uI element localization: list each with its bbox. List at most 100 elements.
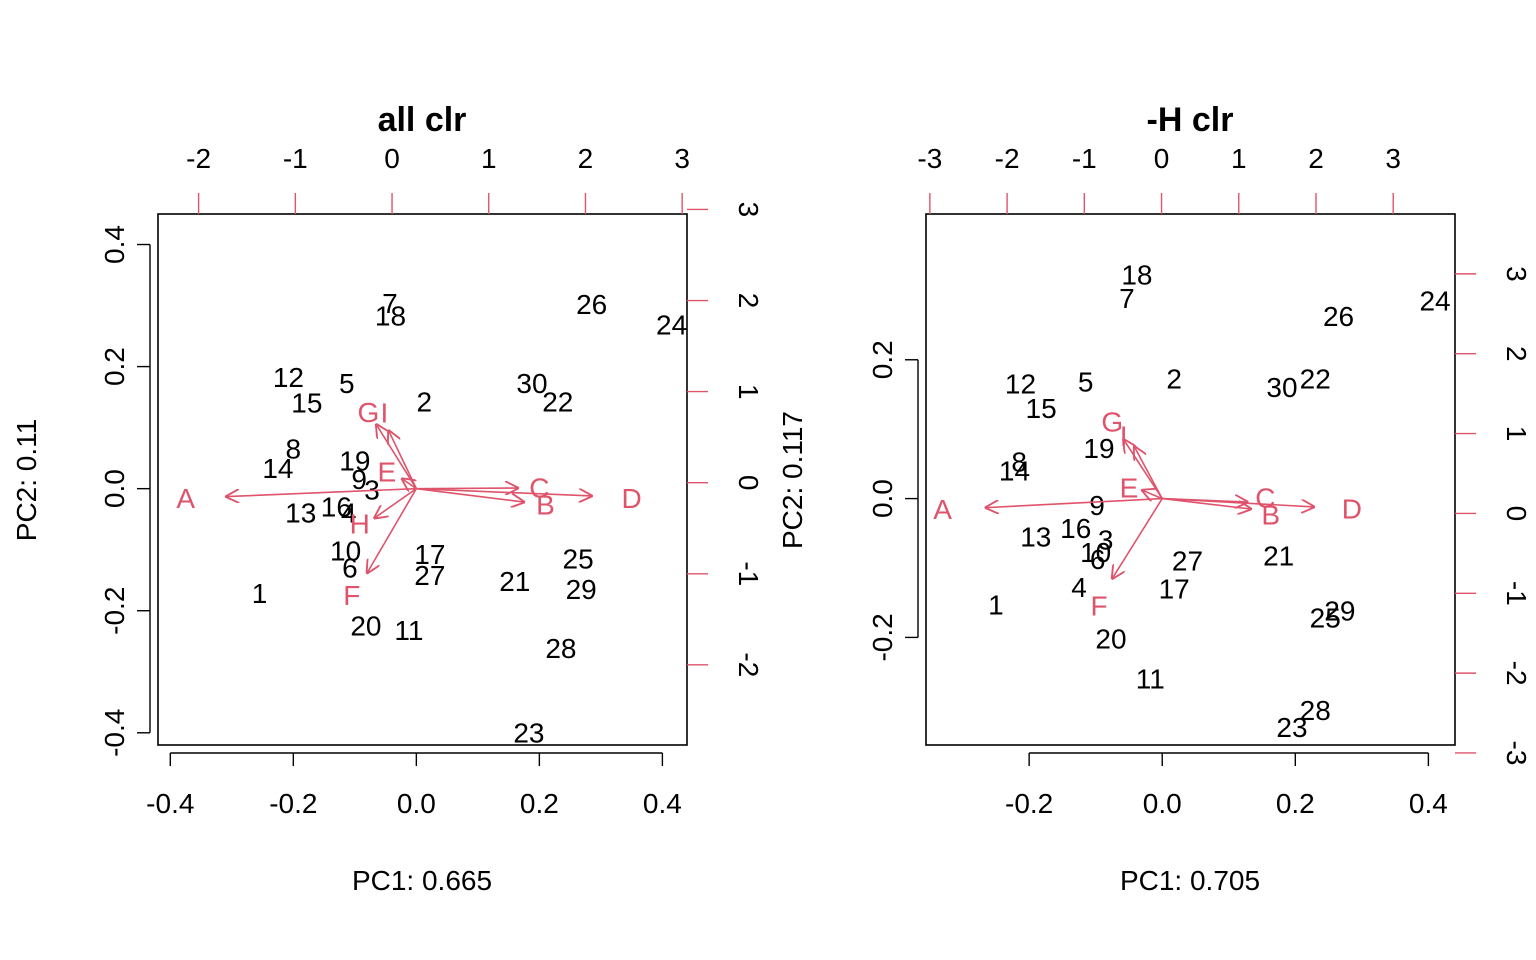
observation-label: 22: [1300, 364, 1331, 395]
loading-arrow: [375, 487, 417, 518]
plot-frame: [157, 213, 688, 746]
observation-label: 7: [1119, 283, 1135, 314]
observation-label: 3: [1098, 525, 1114, 556]
variable-label: C: [1255, 482, 1275, 513]
loading-arrow: [416, 488, 517, 489]
top-tick-label: 1: [1231, 143, 1247, 174]
right-tick-label: 2: [1501, 346, 1532, 362]
top-tick-label: -1: [1072, 143, 1097, 174]
observation-label: 11: [1136, 664, 1165, 695]
observation-label: 11: [394, 615, 423, 646]
y-tick-label: 0.2: [867, 340, 898, 379]
top-tick-label: -2: [995, 143, 1020, 174]
observation-label: 5: [339, 368, 355, 399]
observation-label: 20: [1095, 623, 1126, 654]
top-tick-label: -2: [186, 143, 211, 174]
observation-label: 5: [1078, 366, 1094, 397]
right-tick-label: 2: [733, 293, 764, 309]
x-tick-label: 0.4: [643, 788, 682, 819]
top-tick-label: 0: [1154, 143, 1170, 174]
observation-label: 30: [516, 368, 547, 399]
y-tick-label: 0.2: [99, 347, 130, 386]
observation-label: 26: [576, 289, 607, 320]
observation-label: 13: [1020, 521, 1051, 552]
top-tick-label: -3: [917, 143, 942, 174]
observation-label: 10: [330, 535, 361, 566]
panel-title: -H clr: [1147, 101, 1234, 139]
observation-label: 6: [342, 553, 358, 584]
variable-label: F: [343, 580, 360, 611]
loading-arrow: [1124, 440, 1163, 500]
loading-arrow: [1162, 497, 1314, 507]
observation-label: 19: [339, 446, 370, 477]
observation-label: 26: [1323, 301, 1354, 332]
variable-label: B: [536, 490, 555, 521]
top-tick-label: 1: [481, 143, 497, 174]
observation-label: 17: [1159, 573, 1190, 604]
loading-arrow: [389, 431, 418, 489]
observation-label: 21: [1263, 541, 1294, 572]
observation-label: 18: [1121, 260, 1152, 291]
variable-label: D: [622, 483, 642, 514]
right-tick-label: 1: [733, 384, 764, 400]
observation-label: 17: [414, 539, 445, 570]
observation-label: 18: [375, 300, 406, 331]
observation-label: 6: [1090, 544, 1106, 575]
observation-label: 9: [351, 464, 367, 495]
observation-label: 7: [382, 288, 398, 319]
variable-label: H: [350, 509, 370, 540]
right-tick-label: -1: [733, 561, 764, 586]
observation-label: 24: [656, 310, 687, 341]
variable-label: C: [529, 473, 549, 504]
observation-label: 8: [286, 433, 302, 464]
y-axis-label: PC2: 0.117: [777, 411, 808, 549]
right-tick-label: 3: [733, 202, 764, 218]
loading-arrow: [1142, 490, 1163, 498]
loading-arrow: [402, 479, 417, 489]
observation-label: 16: [1060, 513, 1091, 544]
observation-label: 8: [1011, 446, 1027, 477]
observation-label: 23: [1276, 712, 1307, 743]
loading-arrow: [376, 425, 418, 490]
x-axis-label: PC1: 0.705: [1120, 865, 1260, 896]
plot-frame: [925, 213, 1456, 746]
top-tick-label: -1: [283, 143, 308, 174]
observation-label: 1: [988, 589, 1004, 620]
x-tick-label: -0.4: [146, 788, 194, 819]
loading-arrow: [416, 487, 524, 502]
biplot-panel-all-clr: all clr PC1: 0.665 PC2: 0.11 -0.4 -0.2 0.0…: [11, 101, 764, 896]
observation-label: 13: [285, 498, 316, 529]
loading-arrow: [1134, 447, 1163, 499]
variable-label: G: [357, 397, 379, 428]
y-tick-label: 0.0: [99, 469, 130, 508]
observation-label: 28: [545, 633, 576, 664]
observation-label: 29: [1324, 596, 1355, 627]
loading-arrow: [416, 487, 591, 496]
x-tick-label: 0.2: [520, 788, 559, 819]
observation-label: 28: [1300, 695, 1331, 726]
observation-label: 12: [1005, 369, 1036, 400]
variable-label: A: [933, 494, 952, 525]
observation-label: 4: [341, 498, 357, 529]
observation-label: 15: [291, 388, 322, 419]
right-tick-label: -2: [1501, 661, 1532, 686]
top-tick-label: 3: [674, 143, 690, 174]
loading-arrow: [367, 488, 418, 573]
observation-label: 2: [417, 386, 433, 417]
observation-label: 22: [542, 386, 573, 417]
observation-label: 27: [414, 560, 445, 591]
variable-label: B: [1261, 500, 1280, 531]
variable-label: I: [380, 397, 388, 428]
variable-label: E: [377, 457, 396, 488]
observation-label: 27: [1172, 546, 1203, 577]
right-tick-label: 3: [1501, 266, 1532, 282]
variable-label: D: [1342, 494, 1362, 525]
right-tick-label: 1: [1501, 426, 1532, 442]
top-tick-label: 2: [578, 143, 594, 174]
observation-label: 2: [1166, 364, 1182, 395]
variable-label: F: [1090, 591, 1107, 622]
observation-label: 4: [1071, 572, 1087, 603]
right-tick-label: -2: [733, 652, 764, 677]
right-tick-label: 0: [733, 475, 764, 491]
